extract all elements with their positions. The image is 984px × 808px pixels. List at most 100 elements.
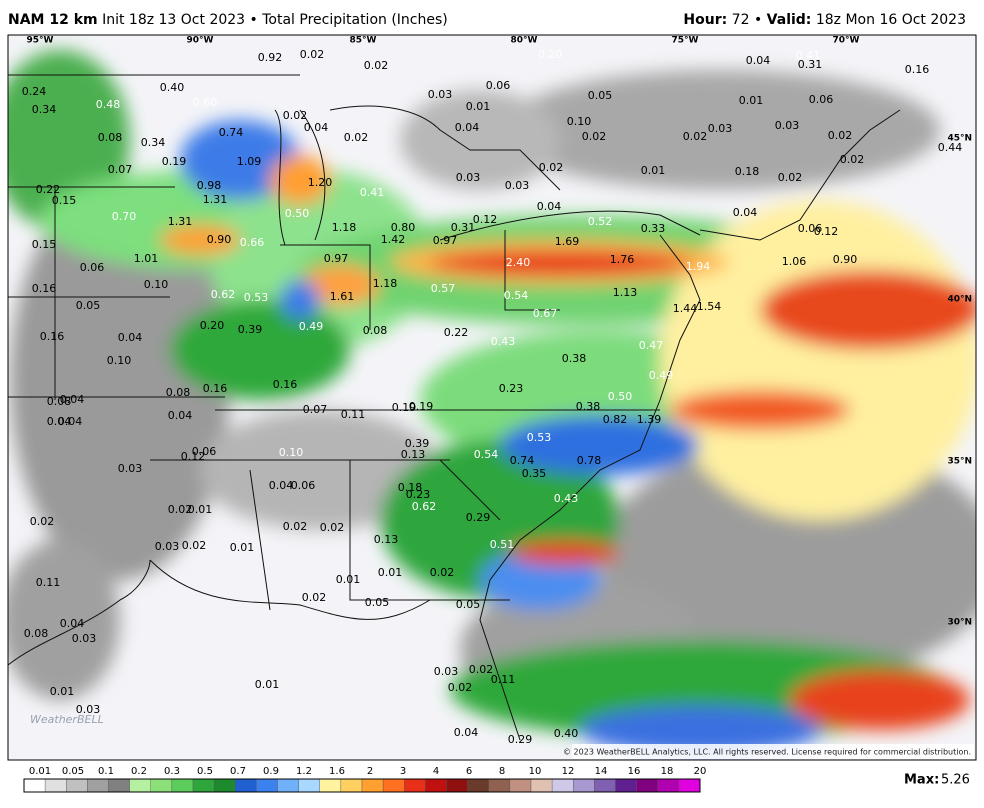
point-value: 0.01 <box>255 678 280 691</box>
point-value: 0.08 <box>166 386 191 399</box>
point-value: 0.10 <box>279 446 304 459</box>
point-value: 0.80 <box>391 221 416 234</box>
point-value: 0.02 <box>448 681 473 694</box>
colorbar-label: 14 <box>595 766 608 777</box>
point-value: 0.15 <box>32 238 57 251</box>
point-value: 0.98 <box>197 179 222 192</box>
point-value: 0.18 <box>735 165 760 178</box>
point-value: 0.03 <box>72 632 97 645</box>
point-value: 0.39 <box>405 437 430 450</box>
colorbar-label: 1.2 <box>296 766 312 777</box>
latitude-label: 40°N <box>947 295 972 305</box>
valid-label: Valid: <box>766 12 812 28</box>
point-value: 0.03 <box>76 703 101 716</box>
colorbar-swatch <box>530 778 553 793</box>
point-value: 0.12 <box>181 450 206 463</box>
point-value: 0.02 <box>539 161 564 174</box>
point-value: 0.70 <box>112 210 137 223</box>
valid: 18z Mon 16 Oct 2023 <box>815 12 966 28</box>
point-value: 0.34 <box>32 103 57 116</box>
point-value: 0.78 <box>577 454 602 467</box>
colorbar-swatch <box>129 778 151 793</box>
colorbar-swatch <box>361 778 384 793</box>
point-value: 0.11 <box>491 673 516 686</box>
point-value: 0.02 <box>582 130 607 143</box>
point-value: 1.13 <box>613 286 638 299</box>
colorbar-swatch <box>66 778 88 793</box>
longitude-label: 80°W <box>511 36 538 46</box>
point-value: 0.29 <box>508 733 533 746</box>
colorbar-swatch <box>594 778 616 793</box>
point-value: 0.06 <box>798 222 823 235</box>
latitude-label: 45°N <box>947 134 972 144</box>
point-value: 0.02 <box>778 171 803 184</box>
point-value: 0.02 <box>302 591 327 604</box>
point-value: 0.54 <box>504 289 529 302</box>
point-value: 0.67 <box>533 307 558 320</box>
colorbar-swatch <box>615 778 637 793</box>
point-value: 0.05 <box>365 596 390 609</box>
point-value: 0.50 <box>608 390 633 403</box>
point-value: 0.04 <box>58 415 83 428</box>
point-value: 0.41 <box>360 186 385 199</box>
point-value: 0.04 <box>455 121 480 134</box>
point-value: 0.02 <box>182 539 207 552</box>
point-value: 0.51 <box>490 538 515 551</box>
point-value: 0.92 <box>258 51 283 64</box>
point-value: 0.02 <box>30 515 55 528</box>
point-value: 0.02 <box>683 130 708 143</box>
longitude-label: 90°W <box>187 36 214 46</box>
point-value: 0.01 <box>50 685 75 698</box>
point-value: 0.03 <box>155 540 180 553</box>
boundaries <box>8 74 901 741</box>
colorbar-swatch <box>404 778 426 793</box>
colorbar: 0.01 0.05 0.1 0.2 0.3 0.5 0.7 0.9 1.2 1.6 2 3 4 6 8 10 1… <box>23 766 706 793</box>
point-value: 0.03 <box>505 179 530 192</box>
point-value: 0.04 <box>746 54 771 67</box>
colorbar-swatch <box>319 778 342 793</box>
separator: • <box>753 12 763 28</box>
point-value: 0.04 <box>269 479 294 492</box>
point-value: 0.02 <box>828 129 853 142</box>
colorbar-label: 16 <box>628 766 641 777</box>
point-value: 1.18 <box>373 277 398 290</box>
point-value: 0.04 <box>733 206 758 219</box>
point-value: 0.40 <box>554 727 579 740</box>
point-value: 1.54 <box>697 300 722 313</box>
point-value: 0.82 <box>603 413 628 426</box>
colorbar-label: 0.05 <box>62 766 84 777</box>
point-value: 0.24 <box>22 85 47 98</box>
description: Init 18z 13 Oct 2023 • Total Precipitati… <box>102 12 448 28</box>
point-value: 0.43 <box>491 335 516 348</box>
point-value: 0.01 <box>230 541 255 554</box>
point-value: 0.23 <box>406 488 431 501</box>
point-value: 0.34 <box>141 136 166 149</box>
point-value: 0.01 <box>466 100 491 113</box>
point-value: 0.23 <box>499 382 524 395</box>
point-value: 0.07 <box>108 163 133 176</box>
point-value: 1.31 <box>203 193 228 206</box>
precip-field <box>8 35 976 760</box>
colorbar-label: 0.01 <box>29 766 51 777</box>
point-value: 0.03 <box>118 462 143 475</box>
point-value: 0.13 <box>401 448 426 461</box>
header-left: NAM 12 km Init 18z 13 Oct 2023 • Total P… <box>8 12 448 28</box>
colorbar-swatch <box>108 778 130 793</box>
point-value: 0.01 <box>336 573 361 586</box>
point-value: 0.44 <box>938 141 963 154</box>
colorbar-label: 0.3 <box>164 766 180 777</box>
point-value: 1.94 <box>686 260 711 273</box>
point-value: 0.04 <box>454 726 479 739</box>
point-value: 0.49 <box>649 369 674 382</box>
colorbar-swatch <box>488 778 511 793</box>
point-value: 0.19 <box>392 401 417 414</box>
point-value: 0.12 <box>473 213 498 226</box>
colorbar-swatch <box>150 778 173 793</box>
point-value: 0.02 <box>283 520 308 533</box>
point-value: 0.97 <box>324 252 349 265</box>
point-value: 0.03 <box>428 88 453 101</box>
colorbar-swatch <box>23 778 46 793</box>
point-value: 0.06 <box>809 93 834 106</box>
colorbar-swatch <box>551 778 574 793</box>
point-value: 0.06 <box>486 79 511 92</box>
